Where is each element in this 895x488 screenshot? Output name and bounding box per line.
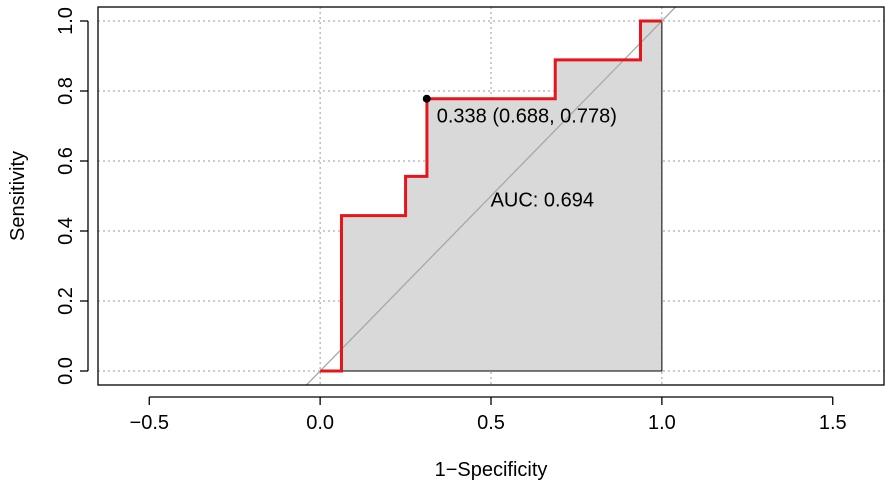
chance-diagonal-line	[305, 6, 677, 386]
y-tick-label: 0.8	[55, 77, 77, 105]
x-tick-label: 0.5	[477, 412, 505, 434]
x-tick-label: −0.5	[130, 412, 169, 434]
x-axis-label: 1−Specificity	[435, 459, 548, 481]
roc-curve	[320, 19, 662, 373]
plot-frame	[97, 6, 885, 386]
x-tick-label: 1.0	[648, 412, 676, 434]
y-tick-label: 0.4	[55, 217, 77, 245]
x-tick-label: 0.0	[306, 412, 334, 434]
y-axis-label: Sensitivity	[7, 151, 29, 241]
y-tick-label: 0.0	[55, 357, 77, 385]
y-tick-label: 0.2	[55, 287, 77, 315]
x-tick-label: 1.5	[819, 412, 847, 434]
y-tick-label: 1.0	[55, 7, 77, 35]
threshold-point	[422, 94, 431, 103]
auc-annotation: AUC: 0.694	[491, 190, 594, 212]
y-tick-label: 0.6	[55, 147, 77, 175]
x-axis: −0.5 0.0 0.5 1.0 1.5	[130, 396, 847, 434]
threshold-label: 0.338 (0.688, 0.778)	[437, 106, 617, 128]
y-axis: 0.0 0.2 0.4 0.6 0.8 1.0	[55, 7, 89, 385]
